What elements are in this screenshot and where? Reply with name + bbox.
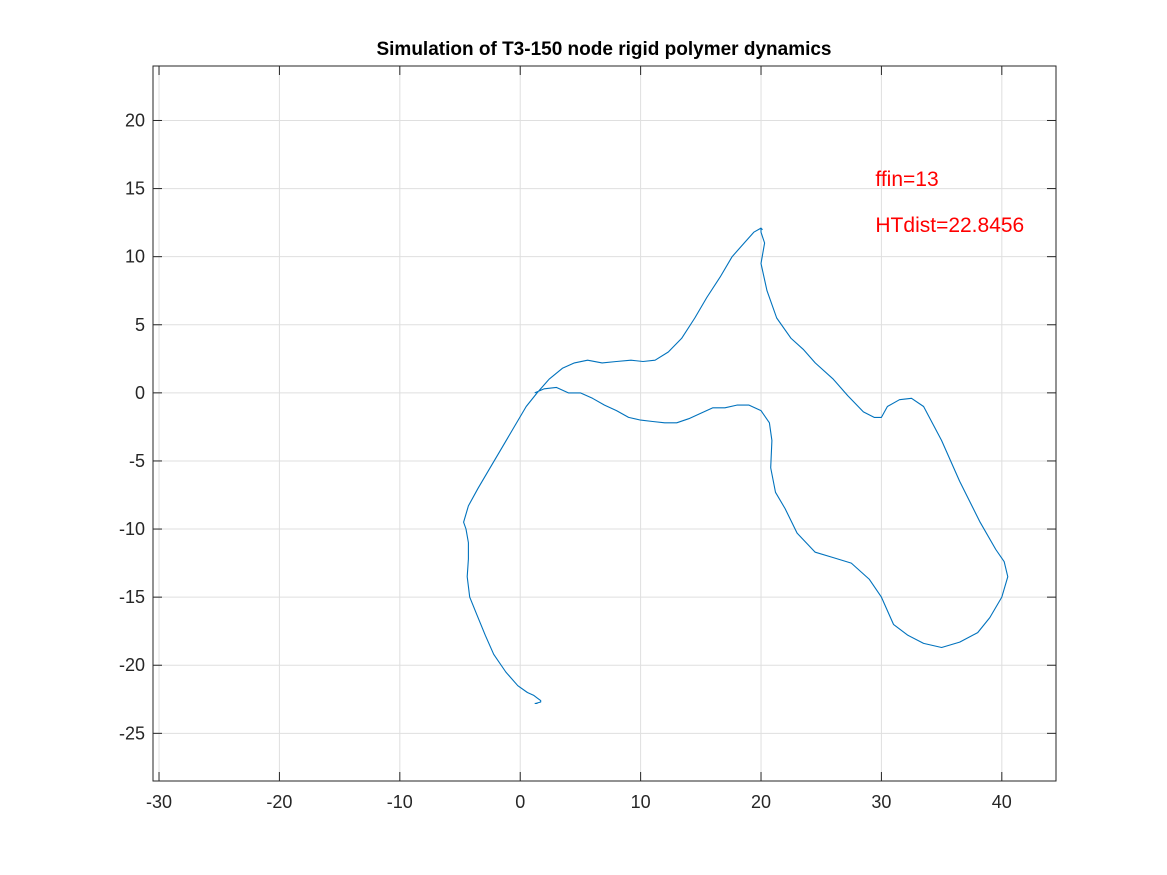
y-tick-label: 15 (125, 179, 145, 199)
axes-box (152, 65, 1057, 782)
y-tick-label: 20 (125, 110, 145, 130)
series-layer (463, 227, 1009, 704)
x-tick-label: -10 (387, 792, 413, 812)
x-tick-label: -30 (146, 792, 172, 812)
annotation-text: ffin=13 (875, 168, 938, 191)
x-tick-label: 30 (871, 792, 891, 812)
x-tick-label: 10 (631, 792, 651, 812)
y-tick-label: 10 (125, 247, 145, 267)
plot-area (153, 66, 1056, 781)
y-tick-label: -10 (119, 519, 145, 539)
x-tick-label: 20 (751, 792, 771, 812)
grid (153, 66, 1056, 781)
annotations: ffin=13 HTdist=22.8456 (875, 168, 1024, 237)
polymer-series-line (463, 227, 1009, 704)
y-tick-label: -25 (119, 723, 145, 743)
chart-title: Simulation of T3-150 node rigid polymer … (376, 39, 831, 60)
annotation-text: HTdist=22.8456 (875, 214, 1024, 237)
ticks: -30 -20 -10 0 10 20 30 40 -25 -20 -15 -10 -5 0 5 10 15 20 (119, 66, 1056, 812)
y-tick-label: -5 (129, 451, 145, 471)
y-tick-label: 5 (135, 315, 145, 335)
y-tick-label: -15 (119, 587, 145, 607)
x-tick-label: 0 (515, 792, 525, 812)
x-tick-label: 40 (992, 792, 1012, 812)
x-tick-label: -20 (266, 792, 292, 812)
y-tick-label: -20 (119, 655, 145, 675)
y-tick-label: 0 (135, 383, 145, 403)
